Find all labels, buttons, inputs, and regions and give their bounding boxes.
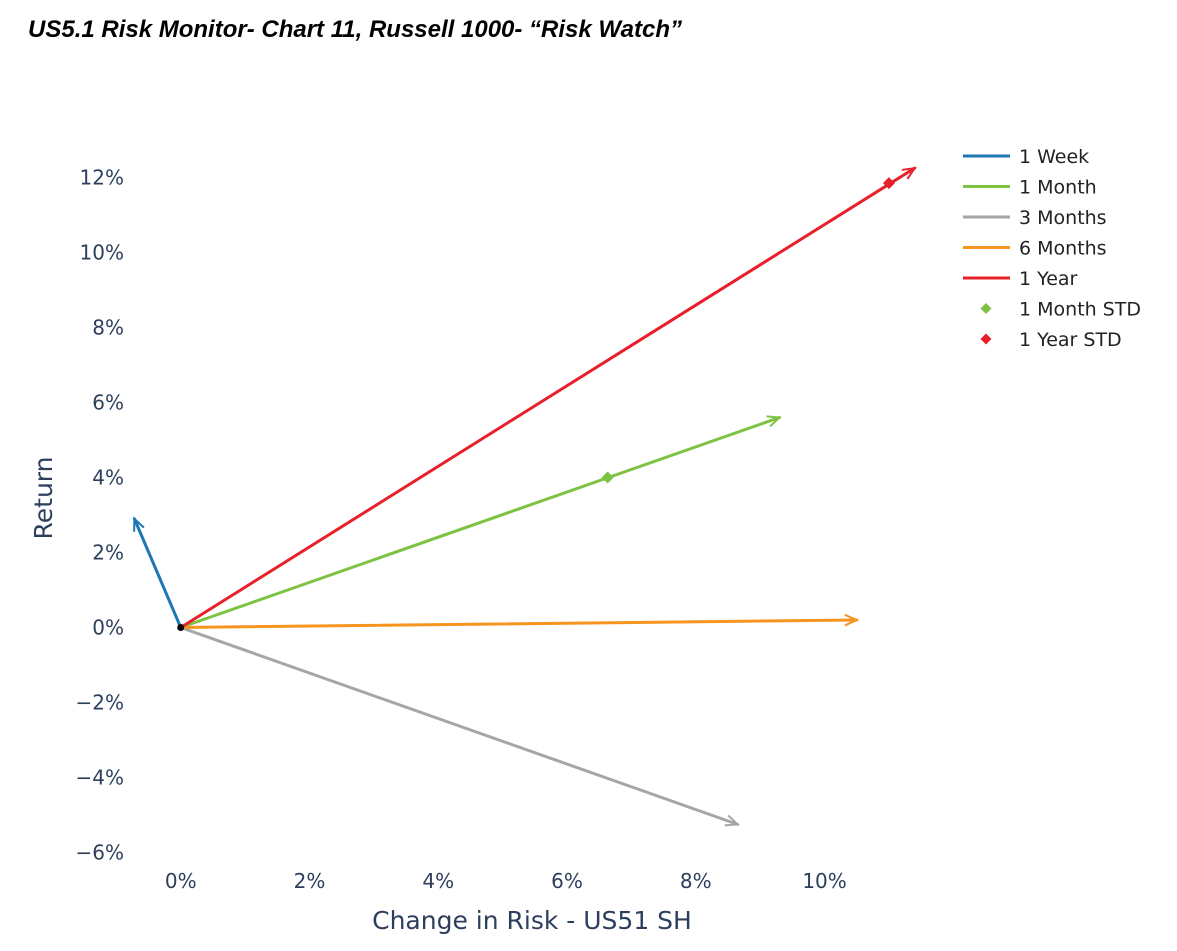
series-3-months	[179, 626, 740, 827]
legend-item-1-month-std: 1 Month STD	[980, 299, 1141, 321]
y-tick-label: −2%	[76, 691, 125, 715]
origin-dot	[177, 624, 185, 631]
series-1-year	[179, 166, 917, 629]
legend: 1 Week 1 Month 3 Months 6 Months 1 Year 1 Mon…	[963, 146, 1141, 351]
legend-swatch	[980, 333, 992, 345]
marker-1-month-std	[601, 471, 614, 484]
arrowhead-1-month	[766, 415, 782, 428]
legend-label: 1 Year	[1019, 268, 1078, 290]
x-tick-label: 2%	[294, 869, 326, 893]
legend-item-1-year: 1 Year	[963, 268, 1078, 290]
arrowhead-1-week	[133, 516, 145, 532]
series-line-6-months	[179, 618, 859, 629]
legend-item-1-year-std: 1 Year STD	[980, 329, 1122, 351]
x-axis-ticks: 0% 2% 4% 6% 8% 10%	[165, 869, 847, 893]
marker-1-year-std	[882, 177, 895, 190]
arrowhead-1-year	[901, 166, 917, 180]
arrowhead-3-months	[724, 814, 740, 827]
series-1-month	[179, 415, 782, 629]
legend-item-1-month: 1 Month	[963, 177, 1097, 199]
legend-item-3-months: 3 Months	[963, 207, 1107, 229]
y-tick-label: 10%	[80, 241, 124, 265]
x-tick-label: 4%	[422, 869, 454, 893]
legend-label: 6 Months	[1019, 238, 1107, 260]
x-tick-label: 8%	[680, 869, 712, 893]
series-line-1-week	[132, 517, 183, 629]
y-tick-label: −4%	[76, 766, 125, 790]
series-line-1-month	[179, 416, 781, 629]
legend-label: 1 Month	[1019, 177, 1097, 199]
y-tick-label: 12%	[80, 166, 124, 190]
legend-swatch	[980, 303, 992, 314]
series-line-3-months	[179, 626, 740, 826]
chart-series-lines	[132, 166, 917, 827]
y-axis-label: Return	[29, 457, 58, 540]
x-tick-label: 6%	[551, 869, 583, 893]
y-tick-label: 8%	[92, 316, 124, 340]
series-line-1-year	[179, 166, 917, 629]
legend-label: 3 Months	[1019, 207, 1107, 229]
y-tick-label: 4%	[92, 466, 124, 490]
y-axis-ticks: 12% 10% 8% 6% 4% 2% 0% −2% −4% −6%	[76, 166, 125, 865]
legend-label: 1 Month STD	[1019, 299, 1141, 321]
x-tick-label: 10%	[802, 869, 846, 893]
x-axis-label: Change in Risk - US51 SH	[372, 906, 692, 935]
series-6-months	[179, 613, 860, 629]
arrowhead-6-months	[844, 613, 860, 627]
y-tick-label: 2%	[92, 541, 124, 565]
chart-title: US5.1 Risk Monitor- Chart 11, Russell 10…	[28, 16, 682, 43]
legend-label: 1 Year STD	[1019, 329, 1122, 351]
series-1-week	[132, 516, 183, 629]
y-tick-label: 6%	[92, 391, 124, 415]
y-tick-label: 0%	[92, 616, 124, 640]
legend-item-1-week: 1 Week	[963, 146, 1089, 168]
y-tick-label: −6%	[76, 841, 125, 865]
legend-label: 1 Week	[1019, 146, 1089, 168]
x-tick-label: 0%	[165, 869, 197, 893]
legend-item-6-months: 6 Months	[963, 238, 1107, 260]
origin-layer	[177, 624, 185, 631]
chart-markers	[601, 177, 895, 484]
